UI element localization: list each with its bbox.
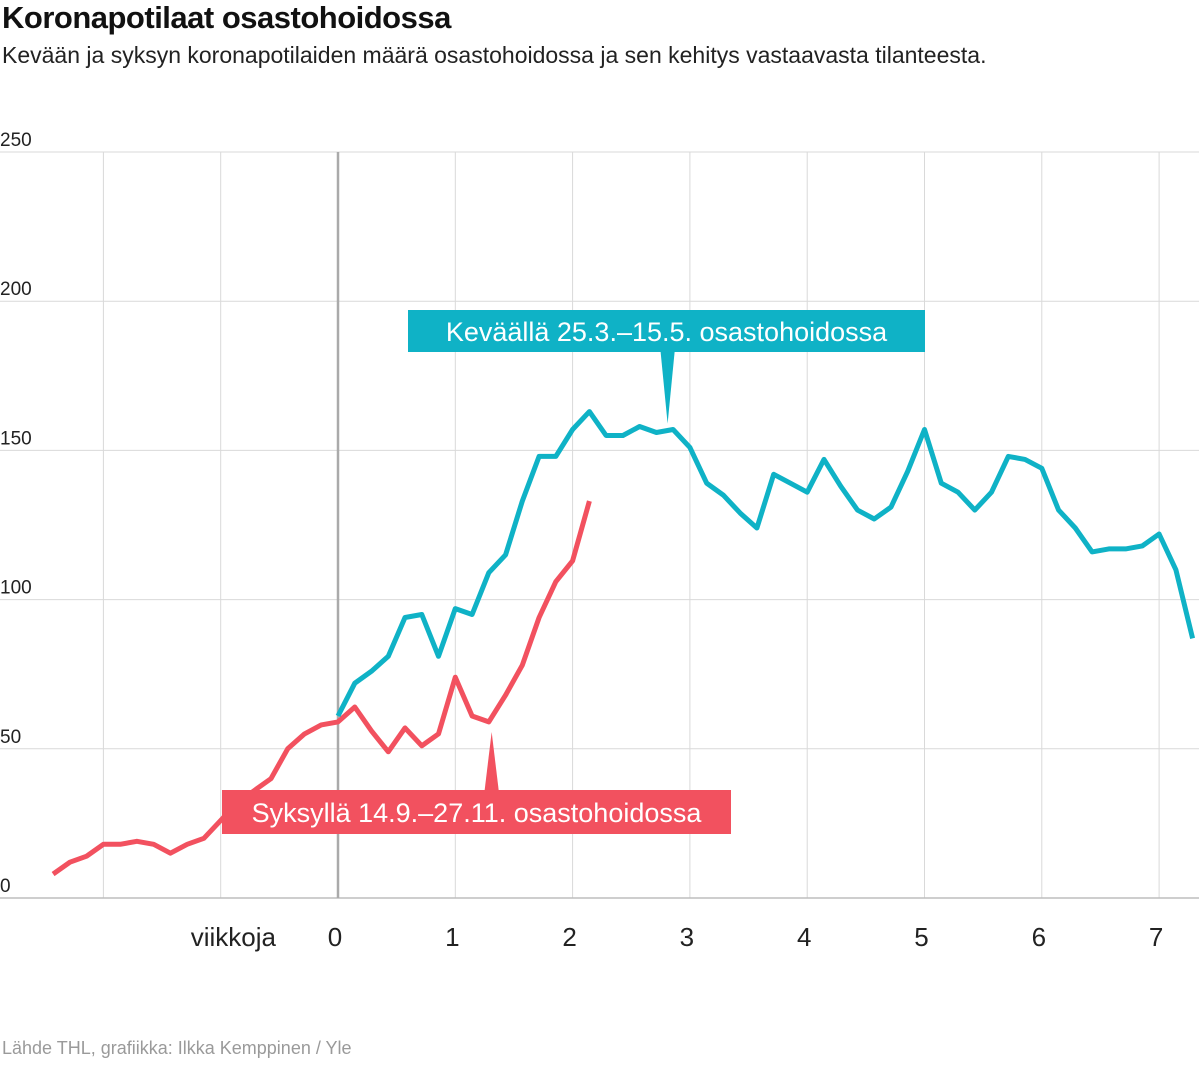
chart-title: Koronapotilaat osastohoidossa [2, 0, 451, 35]
grid-layer [0, 151, 1199, 899]
x-tick-label: 2 [562, 922, 576, 952]
callout-spring-label: Keväällä 25.3.–15.5. osastohoidossa [446, 317, 888, 347]
y-tick-label: 250 [0, 130, 32, 151]
callout-autumn-pointer [484, 731, 499, 790]
callout-autumn-box [222, 790, 731, 834]
x-tick-label: 7 [1149, 922, 1163, 952]
x-tick-label: 3 [680, 922, 694, 952]
y-tick-label: 150 [0, 428, 32, 449]
callout-spring: Keväällä 25.3.–15.5. osastohoidossa [408, 310, 925, 424]
x-tick-label: 4 [797, 922, 811, 952]
x-tick-label: 6 [1032, 922, 1046, 952]
y-tick-label: 200 [0, 279, 32, 300]
x-tick-label: 5 [914, 922, 928, 952]
callout-autumn: Syksyllä 14.9.–27.11. osastohoidossa [222, 731, 731, 834]
series-layer [51, 409, 1196, 877]
callout-spring-box [408, 310, 925, 352]
callout-layer: Keväällä 25.3.–15.5. osastohoidossa Syksy… [222, 310, 925, 834]
x-tick-label: 0 [328, 922, 342, 952]
series-line-autumn [51, 500, 592, 877]
callout-spring-pointer [660, 352, 675, 424]
chart-subtitle: Kevään ja syksyn koronapotilaiden määrä … [2, 42, 987, 68]
y-tick-label: 0 [0, 876, 11, 897]
callout-autumn-label: Syksyllä 14.9.–27.11. osastohoidossa [252, 798, 703, 828]
axis-layer: 0 50 100 150 200 250 viikkoja 0 1 2 3 4 5 6 7 [0, 130, 1163, 952]
x-tick-label: 1 [445, 922, 459, 952]
series-line-spring [335, 409, 1196, 718]
y-tick-label: 50 [0, 727, 21, 748]
y-tick-label: 100 [0, 578, 32, 599]
x-axis-unit-label: viikkoja [191, 922, 277, 952]
source-credit: Lähde THL, grafiikka: Ilkka Kemppinen / … [2, 1038, 352, 1058]
